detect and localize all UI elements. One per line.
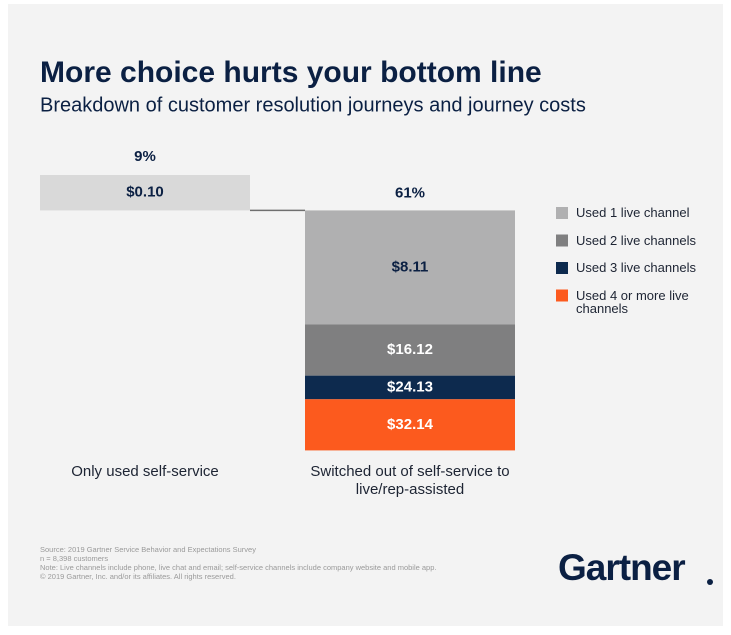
cost-label: $16.12 bbox=[387, 341, 433, 358]
logo-dot bbox=[707, 579, 713, 585]
total-label: 9% bbox=[134, 148, 156, 165]
legend-swatch bbox=[556, 262, 568, 274]
legend-swatch bbox=[556, 207, 568, 219]
total-label: 61% bbox=[395, 184, 425, 201]
bar-segment bbox=[305, 375, 515, 400]
cost-label: $8.11 bbox=[392, 258, 429, 275]
bar bbox=[40, 175, 250, 211]
legend-label: Used 3 live channels bbox=[576, 260, 696, 275]
chart-title: More choice hurts your bottom line bbox=[40, 56, 542, 89]
legend-label: Used 1 live channel bbox=[576, 205, 690, 220]
footer-copyright: © 2019 Gartner, Inc. and/or its affiliat… bbox=[40, 572, 236, 581]
chart-subtitle: Breakdown of customer resolution journey… bbox=[40, 94, 586, 116]
legend-swatch bbox=[556, 234, 568, 247]
x-tick-label: Only used self-service bbox=[71, 463, 219, 480]
legend-label: Used 4 or more live channels bbox=[576, 287, 689, 316]
x-tick-label: Switched out of self-service to live/rep… bbox=[310, 463, 510, 498]
footer-n: n = 8,398 customers bbox=[40, 554, 108, 563]
logo: Gartner bbox=[558, 547, 685, 588]
bar-segment bbox=[305, 324, 515, 376]
bar-segment bbox=[305, 210, 515, 325]
footer-note: Note: Live channels include phone, live … bbox=[40, 563, 436, 572]
legend-label: Used 2 live channels bbox=[576, 232, 696, 248]
bar-segment bbox=[305, 399, 515, 451]
cost-label: $32.14 bbox=[387, 416, 434, 433]
cost-label: $24.13 bbox=[387, 378, 433, 395]
legend-swatch bbox=[556, 289, 568, 302]
footer-source: Source: 2019 Gartner Service Behavior an… bbox=[40, 545, 256, 554]
cost-label: $0.10 bbox=[126, 184, 164, 201]
